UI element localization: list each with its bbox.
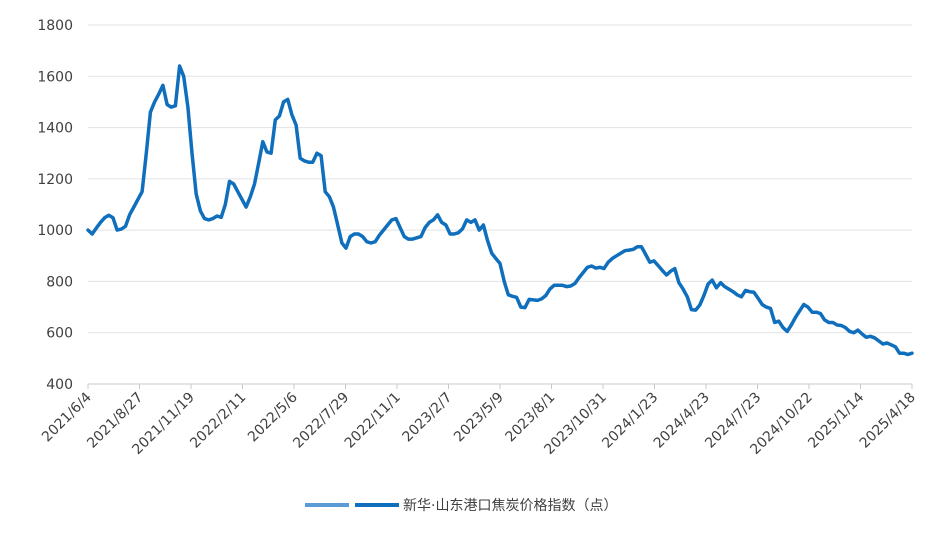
- y-tick-label: 1000: [37, 223, 73, 239]
- legend: 新华·山东港口焦炭价格指数（点）: [305, 498, 617, 514]
- y-axis: 400 600 800 1000 1200 1400 1600 1800: [37, 18, 73, 393]
- y-tick-label: 1800: [37, 18, 73, 34]
- y-tick-label: 400: [46, 377, 73, 393]
- x-tick-label: 2023/2/7: [400, 390, 456, 446]
- y-tick-label: 1200: [37, 172, 73, 188]
- legend-label: 新华·山东港口焦炭价格指数（点）: [403, 498, 617, 514]
- y-tick-label: 600: [46, 326, 73, 342]
- y-tick-label: 800: [46, 274, 73, 290]
- series-group: [86, 64, 914, 357]
- x-tick-label: 2025/4/18: [857, 390, 919, 452]
- series-line: [86, 64, 914, 357]
- x-tick-label: 2022/11/1: [342, 390, 404, 452]
- y-tick-label: 1400: [37, 121, 73, 137]
- gridlines: [88, 24, 912, 334]
- x-axis: 2021/6/42021/8/272021/11/192022/2/112022…: [39, 384, 919, 458]
- x-tick-label: 2023/5/9: [451, 390, 507, 446]
- x-tick-label: 2022/2/11: [187, 390, 249, 452]
- y-tick-label: 1600: [37, 69, 73, 85]
